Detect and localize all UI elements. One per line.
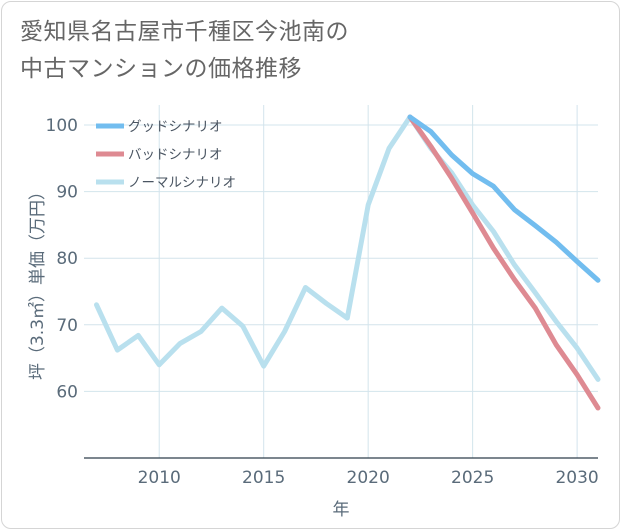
series-line-good bbox=[407, 114, 601, 283]
legend-item-good: グッドシナリオ bbox=[96, 119, 223, 135]
series-layer bbox=[94, 114, 601, 411]
x-tick-label-2015: 2015 bbox=[242, 468, 285, 488]
y-tick-label-60: 60 bbox=[56, 382, 78, 402]
chart-title-line2: 中古マンションの価格推移 bbox=[20, 56, 302, 82]
series-line-bad bbox=[407, 114, 601, 411]
x-axis-label: 年 bbox=[333, 500, 350, 520]
legend-label-normal: ノーマルシナリオ bbox=[128, 175, 236, 191]
y-tick-labels: 60 70 80 90 100 bbox=[46, 116, 78, 402]
legend-item-normal: ノーマルシナリオ bbox=[96, 175, 236, 191]
y-tick-label-70: 70 bbox=[56, 316, 78, 336]
y-tick-label-80: 80 bbox=[56, 249, 78, 269]
x-tick-label-2020: 2020 bbox=[347, 468, 390, 488]
y-tick-label-100: 100 bbox=[46, 116, 78, 136]
chart-title: 愛知県名古屋市千種区今池南の 中古マンションの価格推移 bbox=[20, 14, 349, 88]
x-tick-label-2010: 2010 bbox=[138, 468, 181, 488]
x-tick-label-2030: 2030 bbox=[555, 468, 598, 488]
series-line-normal bbox=[94, 114, 601, 382]
y-tick-label-90: 90 bbox=[56, 183, 78, 203]
chart-title-line1: 愛知県名古屋市千種区今池南の bbox=[20, 19, 349, 45]
y-axis-label: 坪（3.3㎡）単価（万円） bbox=[28, 183, 48, 380]
legend-label-good: グッドシナリオ bbox=[128, 119, 223, 135]
x-tick-labels: 2010 2015 2020 2025 2030 bbox=[138, 468, 599, 488]
legend-item-bad: バッドシナリオ bbox=[96, 147, 223, 163]
x-tick-label-2025: 2025 bbox=[451, 468, 494, 488]
legend-label-bad: バッドシナリオ bbox=[128, 147, 223, 163]
